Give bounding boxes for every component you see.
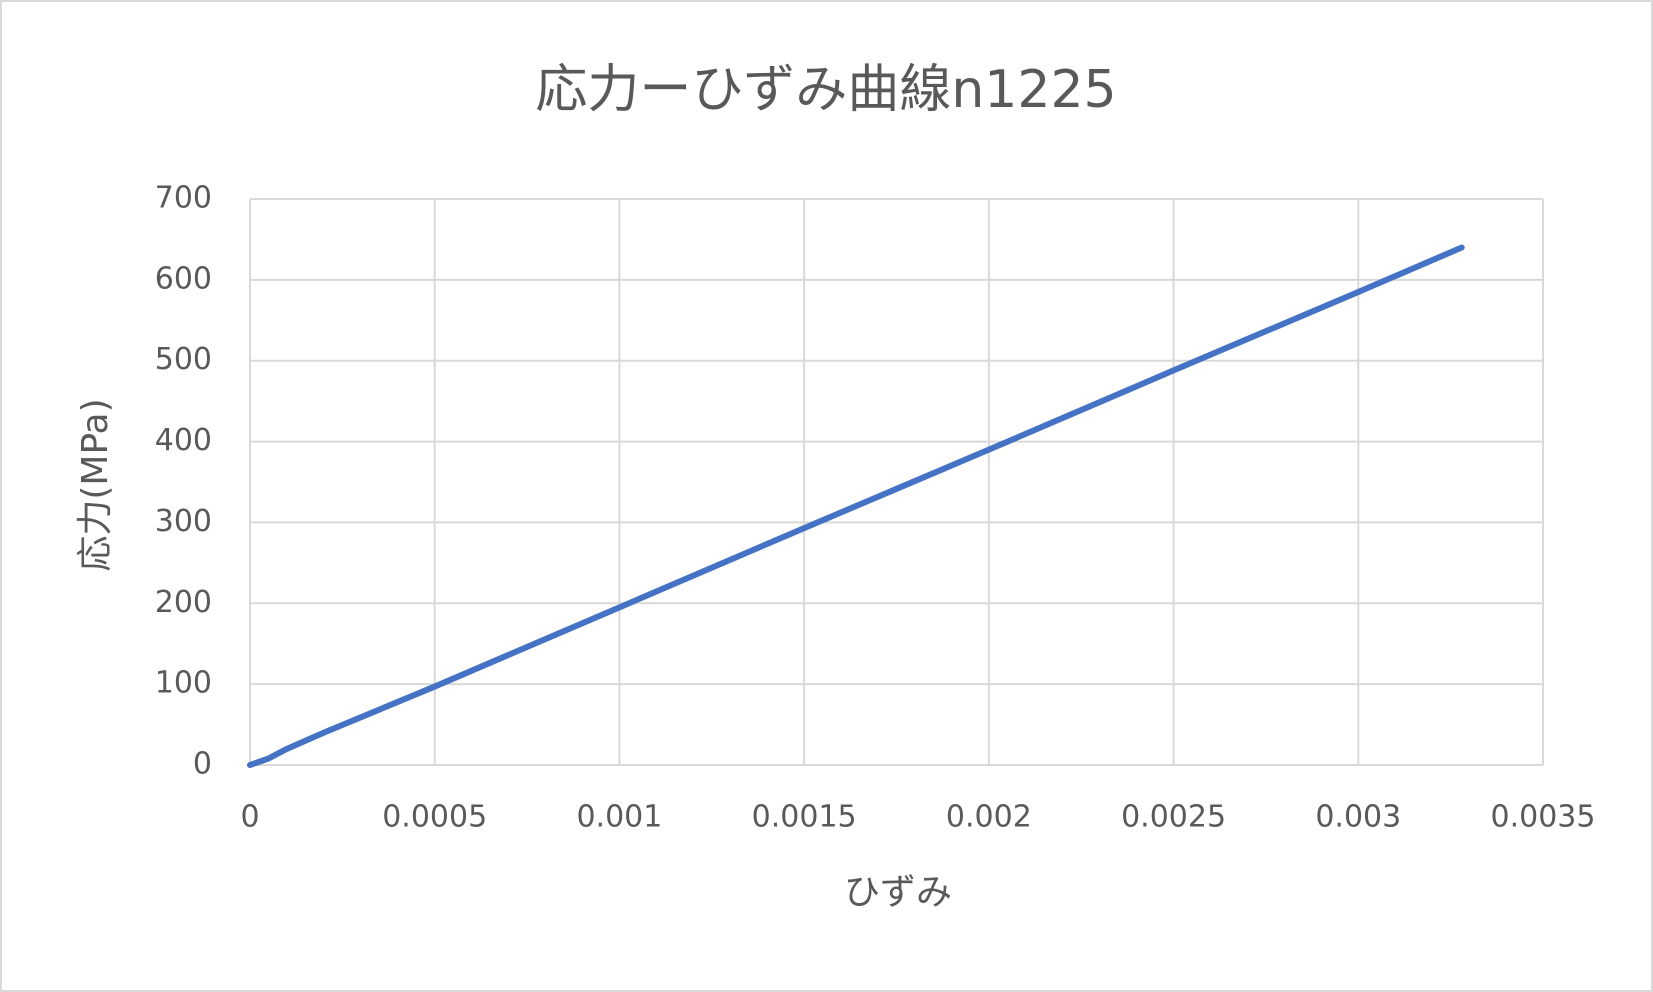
- y-tick-label: 700: [155, 181, 212, 216]
- x-tick-label: 0.003: [1315, 800, 1401, 835]
- y-tick-label: 400: [155, 423, 212, 458]
- x-tick-label: 0.002: [946, 800, 1032, 835]
- x-tick-label: 0.0015: [752, 800, 857, 835]
- x-tick-label: 0.001: [576, 800, 662, 835]
- x-tick-label: 0.0025: [1121, 800, 1226, 835]
- y-tick-label: 300: [155, 504, 212, 539]
- x-axis-label: ひずみ: [844, 872, 952, 913]
- x-tick-label: 0: [240, 800, 259, 835]
- chart-title: 応力ーひずみ曲線n1225: [535, 60, 1116, 120]
- data-line: [247, 244, 1465, 768]
- y-tick-label: 100: [155, 666, 212, 701]
- y-tick-label: 0: [193, 747, 212, 782]
- x-tick-label: 0.0035: [1491, 800, 1596, 835]
- y-tick-label: 500: [155, 342, 212, 377]
- y-tick-label: 200: [155, 585, 212, 620]
- x-tick-label: 0.0005: [382, 800, 487, 835]
- y-axis-label: 応力(MPa): [75, 398, 116, 571]
- y-tick-label: 600: [155, 261, 212, 296]
